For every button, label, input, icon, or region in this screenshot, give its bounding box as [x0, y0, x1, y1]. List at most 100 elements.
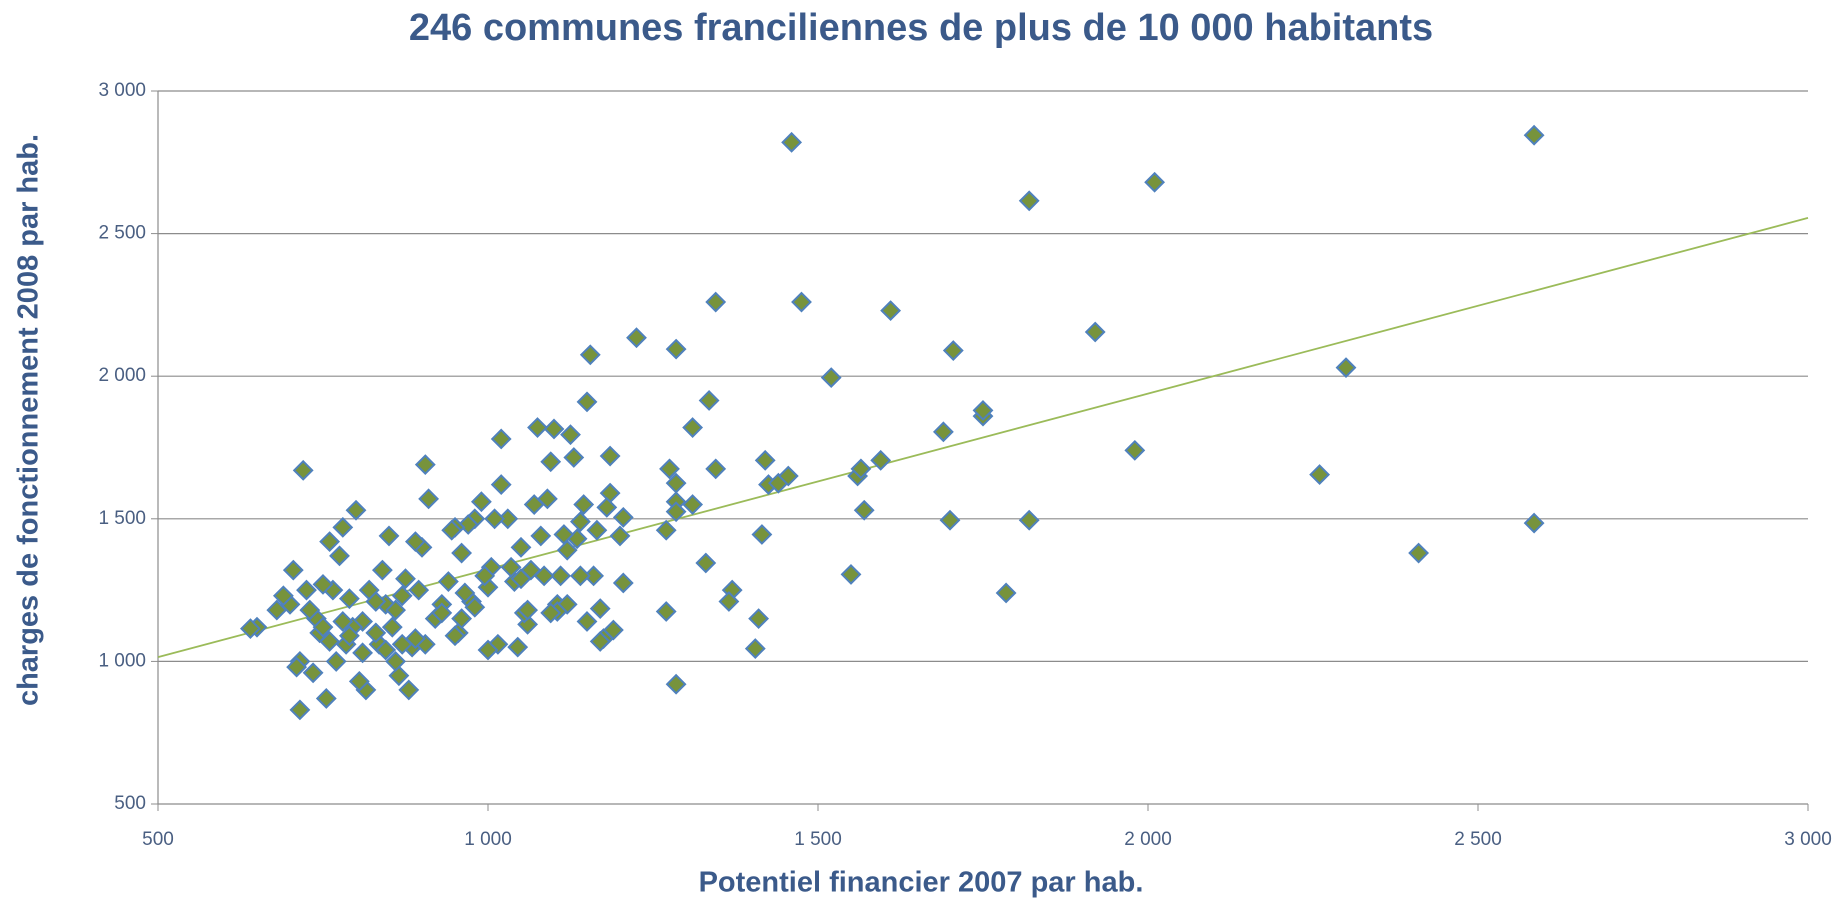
point: [490, 428, 512, 450]
point: [576, 391, 598, 413]
point: [942, 340, 964, 361]
point: [325, 650, 347, 672]
point: [853, 499, 875, 521]
point: [338, 588, 360, 610]
point: [569, 565, 591, 587]
point: [385, 650, 407, 672]
point: [523, 494, 545, 515]
point: [744, 638, 766, 659]
point: [312, 616, 334, 638]
point: [302, 662, 324, 684]
point: [477, 639, 499, 661]
point: [612, 506, 634, 528]
point: [1018, 509, 1040, 531]
point: [748, 608, 770, 630]
point: [391, 633, 413, 655]
point: [352, 642, 374, 664]
point: [266, 599, 288, 621]
point: [289, 699, 311, 721]
point: [365, 622, 387, 644]
point: [500, 556, 522, 578]
y-tick-label: 1 000: [98, 650, 146, 671]
point: [454, 582, 476, 604]
point: [312, 573, 334, 595]
point: [348, 670, 370, 692]
x-tick-label: 1 000: [464, 829, 512, 850]
point: [451, 608, 473, 630]
point: [550, 565, 572, 587]
point: [451, 542, 473, 564]
point: [560, 424, 581, 446]
point: [655, 601, 677, 622]
point: [695, 552, 717, 574]
point: [932, 421, 954, 443]
point: [408, 579, 430, 601]
point: [507, 636, 529, 658]
point: [870, 449, 892, 471]
point: [781, 131, 803, 153]
point: [754, 449, 776, 471]
point: [820, 367, 842, 389]
point: [705, 458, 727, 480]
point: [599, 482, 621, 504]
point: [665, 501, 687, 523]
point: [329, 545, 350, 567]
point: [665, 673, 687, 695]
point: [576, 611, 598, 632]
point: [404, 531, 426, 553]
point: [398, 679, 420, 701]
point: [527, 417, 548, 438]
point: [1309, 464, 1331, 486]
point: [431, 602, 453, 624]
point: [777, 465, 799, 487]
y-tick-label: 500: [114, 793, 146, 814]
point: [319, 631, 341, 652]
point: [665, 338, 687, 360]
point: [371, 559, 393, 581]
x-axis-label: Potentiel financier 2007 par hab.: [699, 867, 1144, 899]
point: [1523, 124, 1545, 146]
point: [444, 625, 466, 647]
point: [332, 611, 354, 632]
point: [589, 631, 611, 652]
point: [751, 524, 773, 545]
point: [573, 494, 595, 515]
point: [569, 511, 591, 533]
point: [1144, 171, 1166, 193]
point: [414, 454, 436, 476]
point: [282, 559, 304, 581]
point: [1408, 542, 1430, 564]
point: [609, 525, 631, 547]
point: [375, 639, 397, 661]
point: [840, 563, 862, 585]
x-tick-label: 2 000: [1124, 829, 1172, 850]
y-tick-label: 2 000: [98, 365, 146, 386]
point: [510, 536, 532, 558]
trendline: [157, 217, 1809, 658]
point: [319, 531, 341, 553]
point: [1084, 321, 1106, 343]
point: [718, 591, 740, 612]
point: [1124, 439, 1146, 461]
chart-title: 246 communes franciliennes de plus de 10…: [409, 7, 1433, 49]
point: [510, 568, 532, 590]
point: [388, 665, 410, 687]
x-tick-label: 500: [142, 829, 174, 850]
point: [553, 524, 575, 545]
point: [530, 525, 552, 547]
point: [391, 585, 413, 607]
point: [972, 400, 994, 421]
point: [850, 458, 872, 480]
y-axis-label: charges de fonctionnement 2008 par hab.: [13, 134, 45, 706]
x-tick-label: 2 500: [1454, 829, 1502, 850]
point: [484, 508, 506, 530]
point: [880, 300, 902, 322]
point: [586, 519, 608, 541]
point: [470, 491, 492, 513]
point: [599, 445, 621, 467]
point: [540, 451, 562, 473]
point: [474, 565, 496, 587]
point: [563, 447, 585, 468]
point: [292, 459, 314, 481]
point: [626, 327, 647, 349]
